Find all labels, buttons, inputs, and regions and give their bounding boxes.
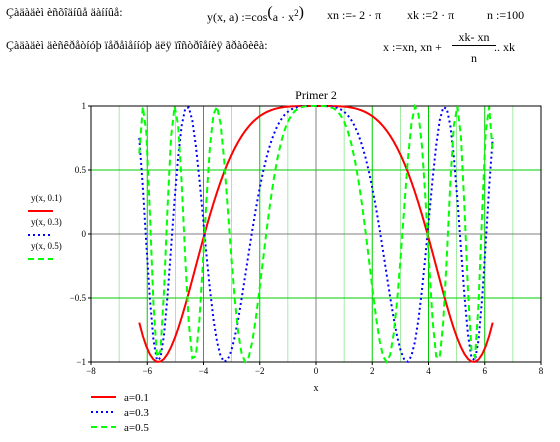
discrete-variable-label: Çàäàäèì äèñêðåòíóþ ïåðåìåííóþ äëÿ ïîñòðî… (6, 38, 268, 52)
exponent-2: 2 (294, 8, 299, 18)
n-definition: n :=100 (487, 8, 525, 22)
function-definition-prefix: y(x, a) :=cos (207, 10, 268, 24)
paren-close: ) (298, 4, 304, 21)
chart-title: Primer 2 (295, 88, 337, 102)
bottom-legend-label-0: a=0.1 (124, 392, 149, 404)
bottom-legend-label-2: a=0.5 (124, 422, 149, 434)
left-legend-label-0: y(x, 0.1) (31, 193, 62, 203)
x-tick-label-8: 8 (539, 366, 544, 376)
ticks-layer: −8 −6 −4 −2 0 2 4 6 8 −1 −0.5 0 0.5 1 (70, 101, 544, 376)
series-layer (138, 103, 494, 365)
axes-layer (90, 105, 542, 363)
x-tick-label-0: −8 (86, 366, 96, 376)
x-tick-label-7: 6 (483, 366, 488, 376)
y-tick-label-4: 1 (82, 101, 87, 111)
bottom-legend-label-1: a=0.3 (124, 407, 149, 419)
x-range-fraction-numerator: xk- xn (452, 30, 496, 46)
x-tick-label-5: 2 (370, 366, 375, 376)
series-line-2 (138, 103, 494, 365)
xn-definition: xn :=- 2 · π (327, 8, 382, 22)
y-tick-label-2: 0 (82, 229, 87, 239)
paren-open: ( (267, 4, 273, 21)
y-tick-label-0: −1 (76, 357, 86, 367)
bottom-legend: a=0.1 a=0.3 a=0.5 (91, 392, 149, 434)
x-tick-label-4: 0 (314, 366, 319, 376)
x-range-fraction-denominator: n (471, 51, 477, 65)
x-tick-label-3: −2 (255, 366, 265, 376)
y-tick-label-3: 0.5 (75, 165, 87, 175)
x-tick-label-2: −4 (199, 366, 209, 376)
left-legend: y(x, 0.1) y(x, 0.3) y(x, 0.5) (28, 193, 62, 260)
x-tick-label-6: 4 (426, 366, 431, 376)
x-tick-label-1: −6 (142, 366, 152, 376)
x-range-definition-suffix: .. xk (494, 40, 515, 54)
function-definition: y(x, a) :=cos(a · x2) (207, 4, 304, 26)
x-axis-label: x (314, 383, 319, 394)
y-tick-label-1: −0.5 (70, 293, 87, 303)
left-legend-label-2: y(x, 0.5) (31, 241, 62, 251)
xk-definition: xk :=2 · π (407, 8, 455, 22)
x-range-definition-prefix: x :=xn, xn + (383, 40, 442, 54)
function-definition-body: a · x (272, 10, 295, 24)
given-data-label: Çàäàäèì èñõîäíûå äàííûå: (6, 5, 123, 19)
left-legend-label-1: y(x, 0.3) (31, 217, 62, 227)
